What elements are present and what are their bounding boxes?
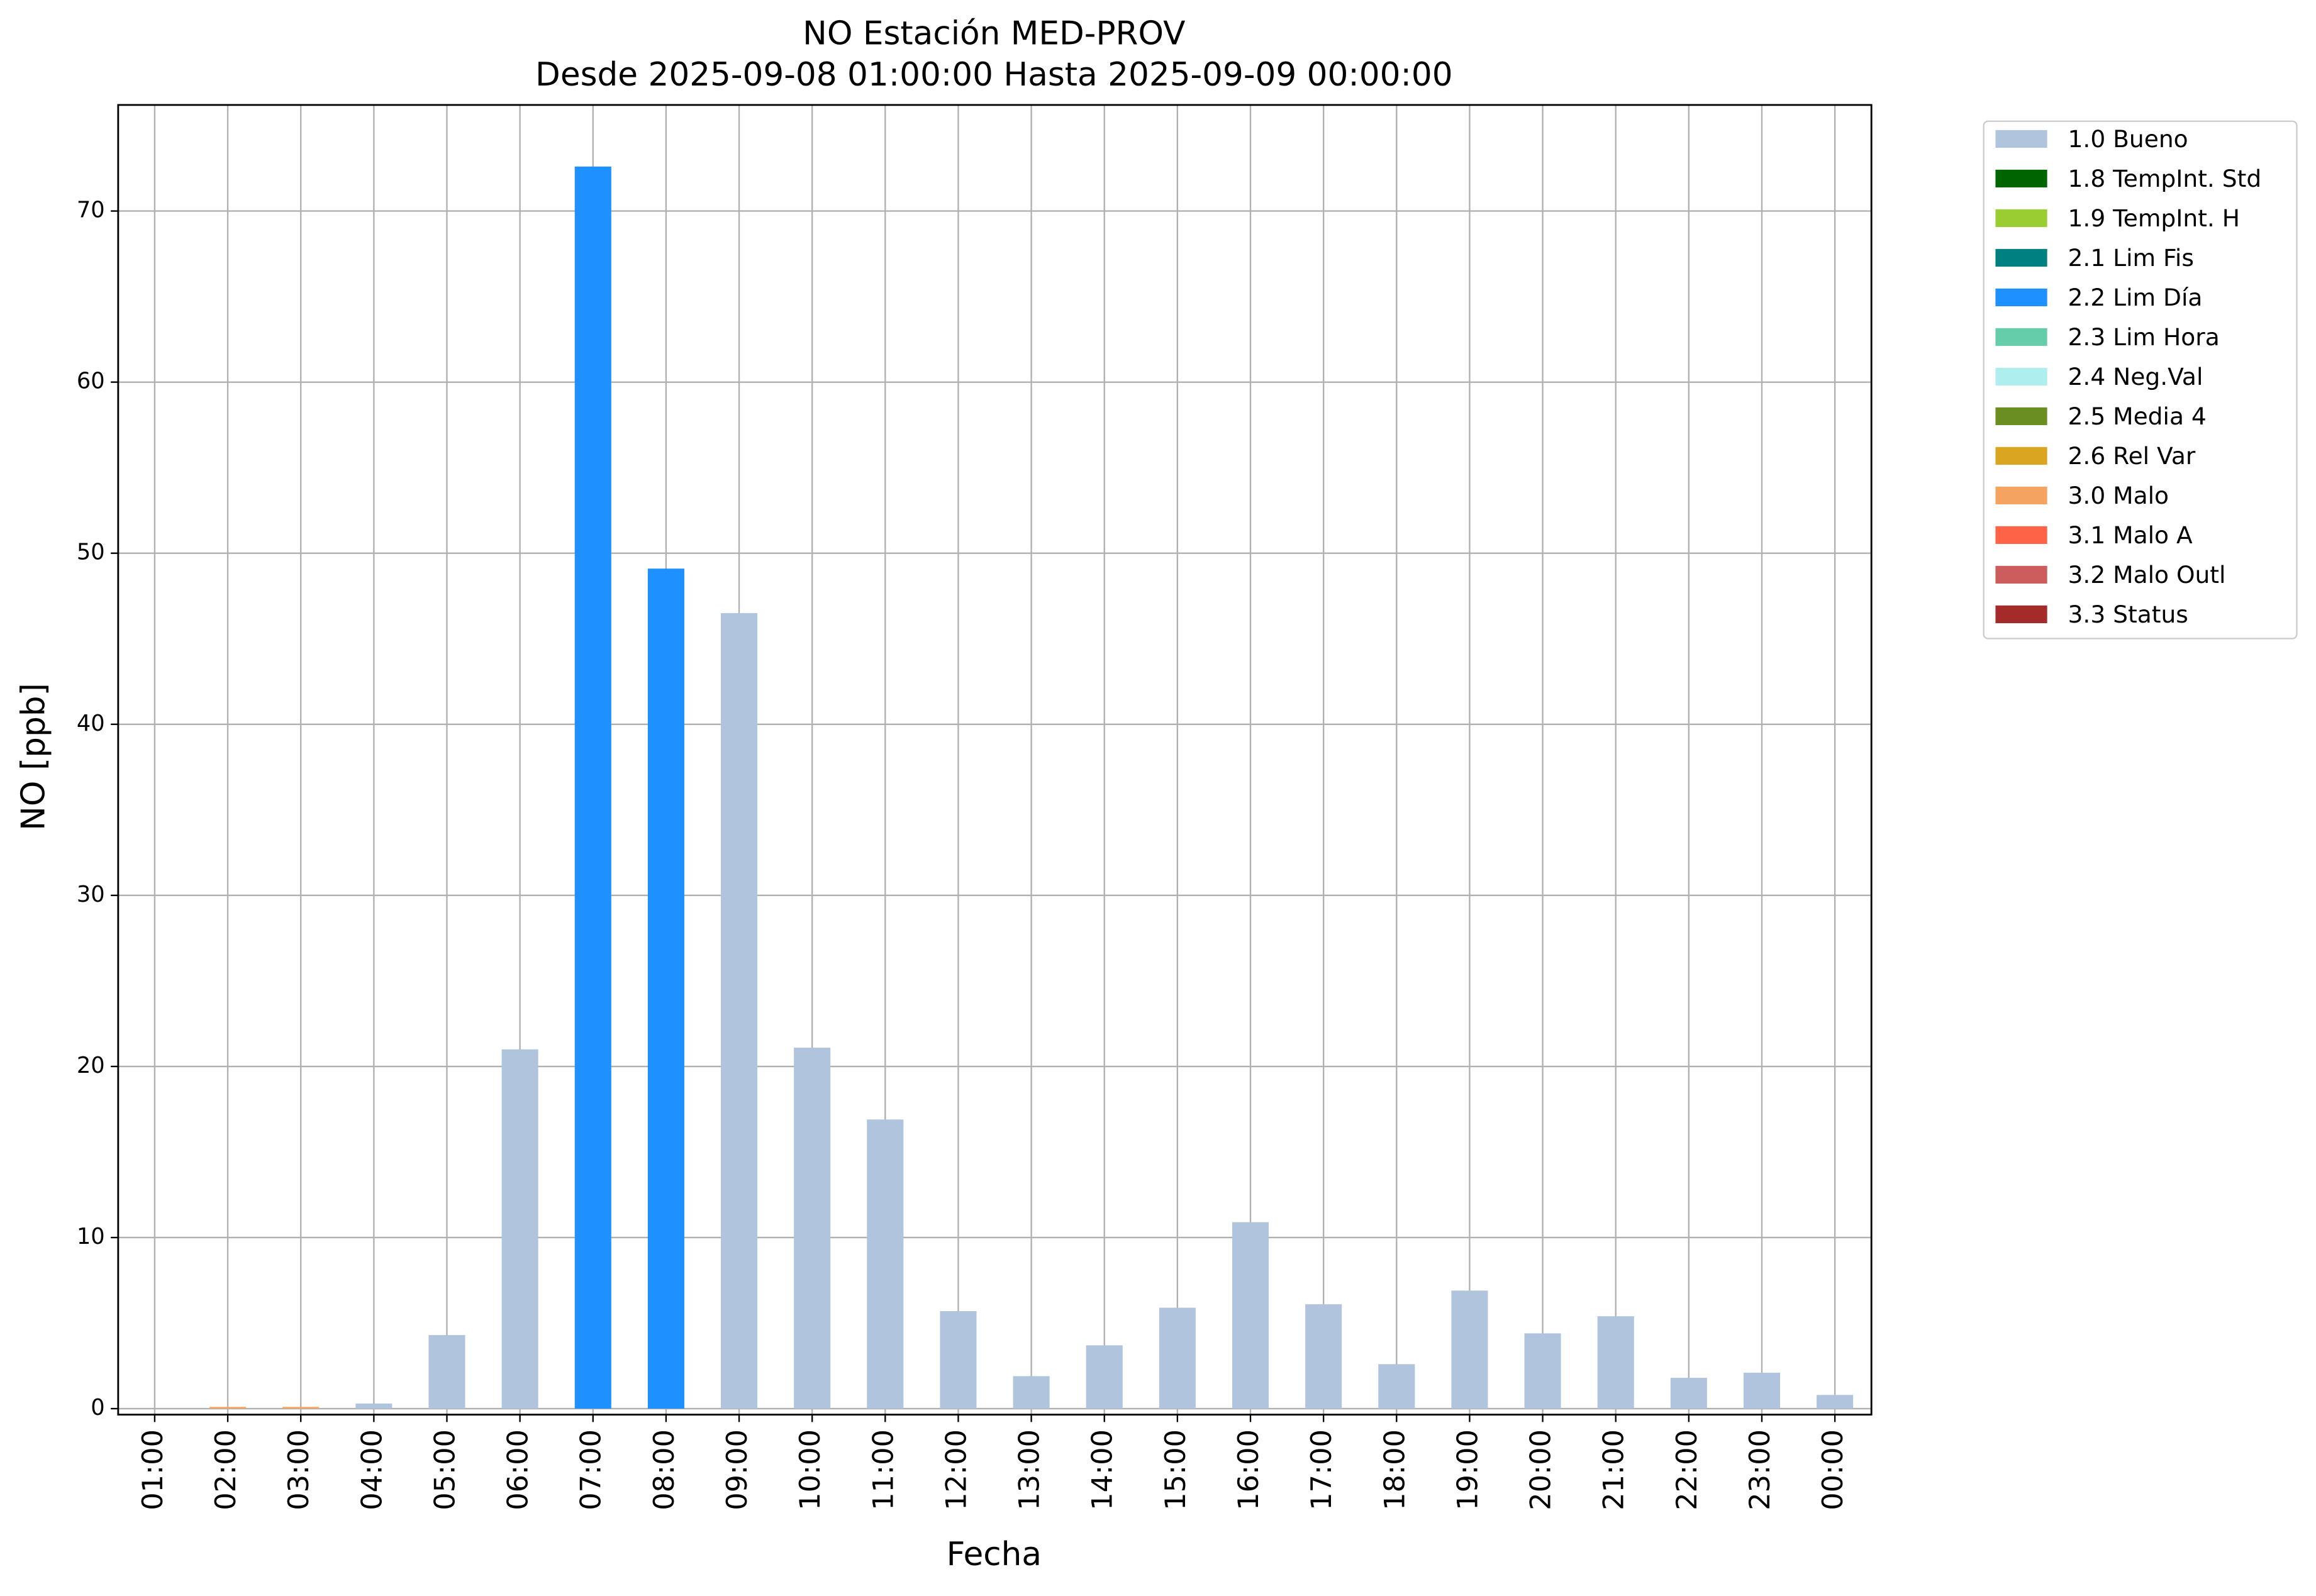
- legend-label: 3.1 Malo A: [2068, 521, 2193, 549]
- legend-label: 2.2 Lim Día: [2068, 284, 2203, 311]
- bar: [355, 1403, 392, 1409]
- x-tick-label: 18:00: [1378, 1429, 1411, 1510]
- x-tick-label: 13:00: [1013, 1429, 1046, 1510]
- legend-label: 1.9 TempInt. H: [2068, 204, 2240, 232]
- bar: [1670, 1378, 1707, 1409]
- legend-label: 2.6 Rel Var: [2068, 442, 2196, 470]
- x-tick-label: 02:00: [209, 1429, 242, 1510]
- bar: [794, 1047, 831, 1409]
- x-tick-label: 01:00: [136, 1429, 169, 1510]
- legend-swatch: [1995, 526, 2047, 545]
- x-tick-label: 07:00: [575, 1429, 608, 1510]
- x-axis-label: Fecha: [947, 1536, 1042, 1573]
- bar: [1597, 1316, 1634, 1409]
- x-tick-label: 22:00: [1671, 1429, 1703, 1510]
- plot-frame: [117, 104, 1873, 1416]
- legend-swatch: [1995, 486, 2047, 505]
- legend-label: 3.2 Malo Outl: [2068, 561, 2226, 589]
- x-tick-label: 14:00: [1086, 1429, 1119, 1510]
- y-tick-label: 20: [77, 1053, 105, 1078]
- bar: [574, 166, 611, 1409]
- legend-label: 3.0 Malo: [2068, 482, 2169, 509]
- y-tick-label: 10: [77, 1224, 105, 1250]
- x-tick-label: 23:00: [1744, 1429, 1776, 1510]
- bar: [1086, 1345, 1123, 1409]
- x-tick-label: 12:00: [940, 1429, 972, 1510]
- bar: [1378, 1364, 1415, 1409]
- legend-swatch: [1995, 328, 2047, 346]
- legend-label: 2.1 Lim Fis: [2068, 244, 2194, 272]
- bar: [1817, 1395, 1854, 1409]
- y-tick-label: 60: [77, 369, 105, 394]
- bar: [647, 568, 684, 1409]
- bar: [1451, 1290, 1488, 1409]
- x-tick-label: 19:00: [1451, 1429, 1484, 1510]
- legend-swatch: [1995, 248, 2047, 267]
- legend-label: 2.5 Media 4: [2068, 402, 2207, 430]
- chart-subtitle: Desde 2025-09-08 01:00:00 Hasta 2025-09-…: [535, 56, 1453, 94]
- y-tick-label: 30: [77, 882, 105, 907]
- x-tick-label: 05:00: [428, 1429, 461, 1510]
- x-tick-label: 17:00: [1305, 1429, 1338, 1510]
- legend-swatch: [1995, 288, 2047, 307]
- legend-swatch: [1995, 209, 2047, 228]
- legend-swatch: [1995, 407, 2047, 426]
- bar: [721, 612, 758, 1409]
- x-tick-label: 16:00: [1232, 1429, 1265, 1510]
- x-tick-label: 21:00: [1598, 1429, 1630, 1510]
- y-axis-label: NO [ppb]: [14, 683, 52, 831]
- y-tick-label: 50: [77, 540, 105, 565]
- x-tick-label: 10:00: [794, 1429, 827, 1510]
- bar: [1013, 1376, 1050, 1409]
- legend-label: 1.8 TempInt. Std: [2068, 165, 2262, 192]
- x-tick-label: 06:00: [502, 1429, 535, 1510]
- bar: [1232, 1222, 1269, 1409]
- legend-swatch: [1995, 446, 2047, 465]
- chart-title: NO Estación MED-PROV: [803, 14, 1185, 52]
- bar: [428, 1335, 465, 1409]
- y-tick-label: 0: [91, 1395, 104, 1421]
- legend-swatch: [1995, 605, 2047, 624]
- bar: [1305, 1304, 1342, 1409]
- y-tick-label: 70: [77, 197, 105, 223]
- legend-swatch: [1995, 130, 2047, 148]
- bar: [1159, 1307, 1196, 1409]
- bar: [501, 1049, 538, 1409]
- x-tick-label: 03:00: [282, 1429, 315, 1510]
- legend-box: [1983, 120, 2298, 640]
- x-tick-label: 09:00: [721, 1429, 754, 1510]
- legend-label: 2.4 Neg.Val: [2068, 363, 2203, 391]
- bar: [940, 1311, 977, 1409]
- bar: [867, 1119, 904, 1409]
- legend-swatch: [1995, 169, 2047, 188]
- x-tick-label: 15:00: [1159, 1429, 1192, 1510]
- legend-label: 1.0 Bueno: [2068, 125, 2188, 153]
- x-tick-label: 00:00: [1817, 1429, 1849, 1510]
- bar: [1743, 1372, 1781, 1409]
- bar: [209, 1407, 247, 1409]
- bar: [1524, 1333, 1561, 1409]
- legend-swatch: [1995, 565, 2047, 584]
- x-tick-label: 08:00: [648, 1429, 681, 1510]
- legend-label: 3.3 Status: [2068, 601, 2188, 628]
- legend-swatch: [1995, 367, 2047, 386]
- x-tick-label: 11:00: [867, 1429, 899, 1510]
- y-tick-label: 40: [77, 711, 105, 736]
- bar: [282, 1407, 320, 1409]
- x-tick-label: 20:00: [1525, 1429, 1557, 1510]
- legend-label: 2.3 Lim Hora: [2068, 323, 2220, 351]
- x-tick-label: 04:00: [355, 1429, 388, 1510]
